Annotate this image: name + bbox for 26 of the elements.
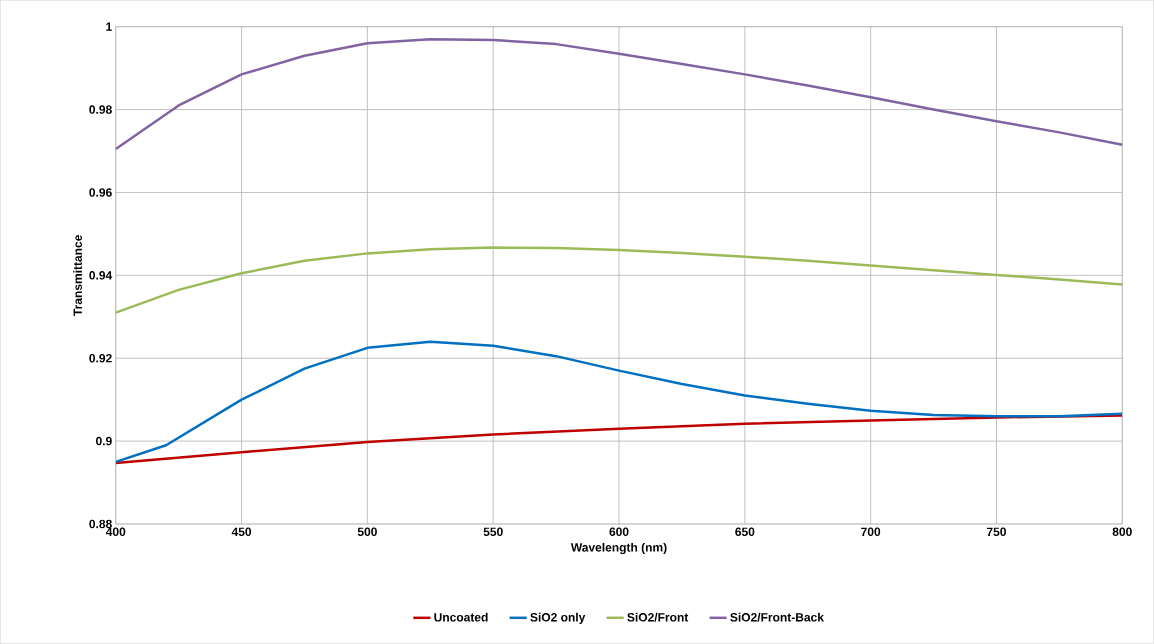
line-series [115, 246, 1123, 315]
y-tick-label: 0.94 [89, 271, 113, 280]
y-tick-label: 0.98 [89, 105, 112, 114]
x-axis-title: Wavelength (nm) [570, 543, 667, 555]
legend-label: Uncoated [434, 612, 488, 622]
y-tick-label: 1 [106, 22, 112, 31]
x-tick-label: 800 [1112, 527, 1132, 537]
y-tick-label: 0.92 [89, 354, 112, 363]
y-tick-label: 0.96 [89, 188, 112, 197]
y-tick-label: 0.88 [89, 519, 112, 529]
legend-label: SiO2/Front [627, 612, 689, 622]
x-tick-label: 650 [735, 527, 755, 537]
x-tick-label: 500 [357, 527, 377, 537]
x-tick-label: 550 [483, 527, 503, 537]
line-series [115, 414, 1123, 465]
x-tick-label: 450 [231, 527, 252, 537]
line-series [115, 38, 1123, 151]
legend-label: SiO2/Front-Back [730, 612, 824, 622]
y-tick-label: 0.9 [96, 436, 112, 446]
legend-label: SiO2 only [530, 612, 586, 625]
y-axis-title: Transmittance [73, 235, 82, 317]
line-series [115, 340, 1123, 464]
x-tick-label: 600 [609, 527, 629, 537]
x-tick-label: 700 [861, 527, 881, 537]
x-tick-label: 750 [986, 527, 1006, 537]
x-tick-label: 400 [105, 527, 126, 537]
